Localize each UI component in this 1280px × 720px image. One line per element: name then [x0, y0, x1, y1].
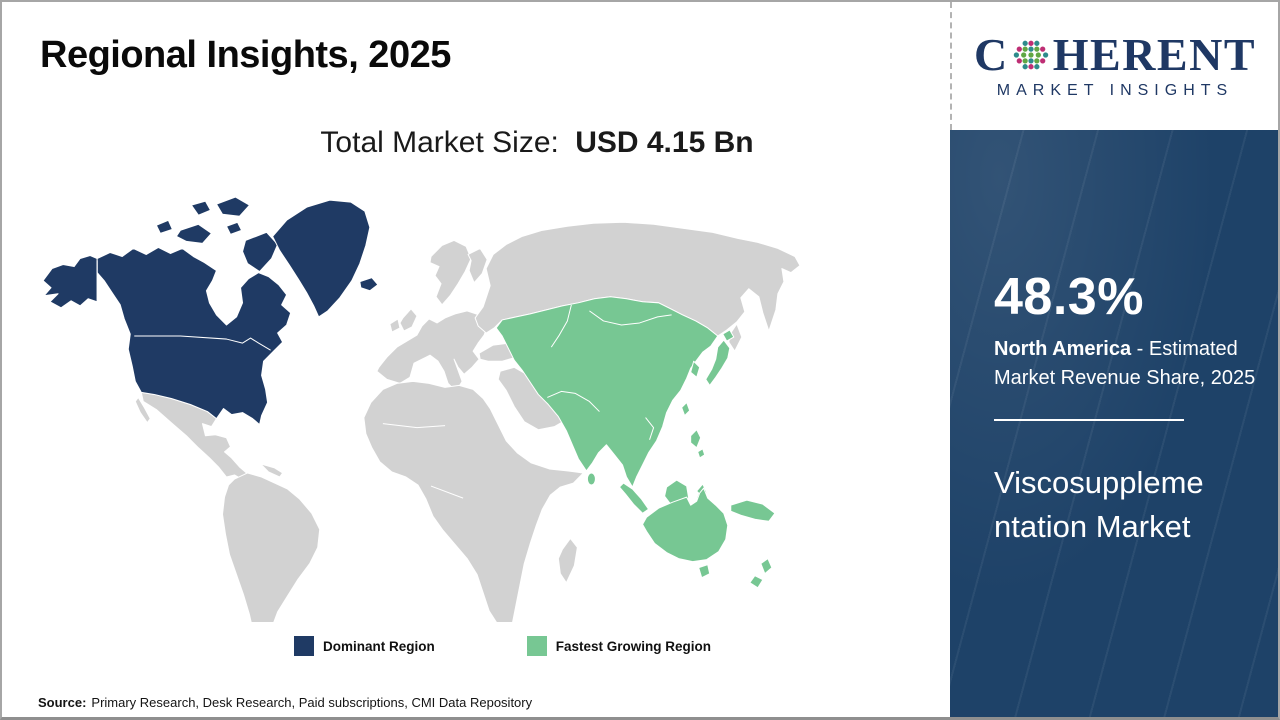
land-madagascar: [557, 537, 578, 584]
dominant-region-swatch: [294, 636, 314, 656]
share-value: 48.3%: [994, 268, 1144, 326]
land-canada-usa: [96, 246, 292, 426]
land-arctic-island-1: [155, 219, 173, 234]
land-arctic-island-3: [225, 221, 243, 235]
total-market-size: Total Market Size: USD 4.15 Bn: [2, 126, 1072, 160]
logo-letters-rest: HERENT: [1052, 29, 1256, 80]
legend-label-fastest: Fastest Growing Region: [555, 638, 712, 654]
land-south-america: [221, 472, 321, 622]
land-australia: [642, 487, 729, 563]
land-asia-main: [495, 296, 719, 488]
panel-divider: [994, 418, 1184, 421]
world-map-svg: [42, 196, 801, 622]
legend-item-fastest: Fastest Growing Region: [526, 636, 712, 656]
world-map: [30, 184, 822, 622]
land-europe: [376, 310, 489, 392]
land-baja: [134, 396, 151, 424]
land-uk: [399, 308, 418, 332]
border-mongolia: [589, 310, 672, 326]
region-rest-of-world: [134, 221, 801, 622]
source-text: Primary Research, Desk Research, Paid su…: [91, 695, 533, 710]
total-market-size-value: USD 4.15 Bn: [575, 126, 754, 159]
border-indochina: [645, 417, 655, 440]
land-iceland: [359, 277, 379, 292]
land-scandinavia: [429, 239, 472, 306]
border-us-canada: [134, 335, 271, 351]
logo: C HERENT MARKET INSIGHTS: [950, 2, 1278, 130]
logo-tagline: MARKET INSIGHTS: [996, 82, 1234, 99]
source-note: Source: Primary Research, Desk Research, …: [38, 695, 532, 710]
land-greenland: [272, 199, 371, 318]
land-victoria-island: [175, 223, 212, 244]
legend-item-dominant: Dominant Region: [294, 636, 435, 656]
land-tasmania: [698, 564, 711, 579]
border-india-china: [547, 390, 600, 412]
land-finland: [467, 247, 488, 284]
country-borders: [96, 260, 672, 499]
land-sri-lanka: [586, 472, 596, 486]
logo-letter-c: C: [974, 29, 1009, 80]
source-label: Source:: [38, 695, 87, 710]
share-desc-text: - Estimated Market Revenue Share, 2025: [994, 337, 1256, 389]
land-ellesmere-island: [215, 196, 251, 217]
land-japan: [705, 339, 731, 386]
globe-dots-icon: [1013, 40, 1048, 70]
legend-label-dominant: Dominant Region: [323, 638, 435, 654]
land-philippines-south: [697, 448, 706, 459]
land-philippines: [690, 429, 702, 449]
legend: Dominant Region Fastest Growing Region: [294, 636, 711, 656]
region-north-america: [42, 196, 379, 426]
land-sakhalin: [728, 323, 743, 352]
page-title: Regional Insights, 2025: [40, 34, 451, 76]
logo-wordmark: C HERENT: [974, 32, 1256, 78]
land-new-guinea: [730, 499, 776, 522]
border-africa-1: [382, 423, 446, 429]
land-new-zealand-south: [749, 575, 764, 589]
land-korea: [690, 360, 701, 378]
share-region: North America: [994, 337, 1132, 360]
land-ireland: [389, 318, 401, 333]
land-alaska: [42, 254, 98, 309]
land-arctic-island-2: [190, 200, 211, 216]
land-cuba: [260, 463, 284, 478]
fastest-region-swatch: [526, 636, 547, 656]
side-panel: C HERENT MARKET INSIGHTS 48.3% North Ame…: [950, 2, 1278, 717]
land-new-zealand-north: [760, 558, 773, 575]
total-market-size-label: Total Market Size:: [320, 126, 559, 159]
market-name: Viscosupplementation Market: [994, 464, 1204, 544]
land-baffin-island: [242, 231, 279, 273]
stat-panel: 48.3% North America - Estimated Market R…: [950, 130, 1278, 717]
land-taiwan: [681, 401, 691, 417]
land-sumatra: [618, 482, 650, 514]
land-africa: [363, 380, 584, 622]
region-asia-pacific: [495, 296, 776, 589]
land-hokkaido: [722, 329, 735, 342]
share-description: North America - Estimated Market Revenue…: [994, 335, 1256, 393]
border-africa-2: [430, 485, 464, 499]
border-kazakhstan-china: [550, 304, 572, 348]
